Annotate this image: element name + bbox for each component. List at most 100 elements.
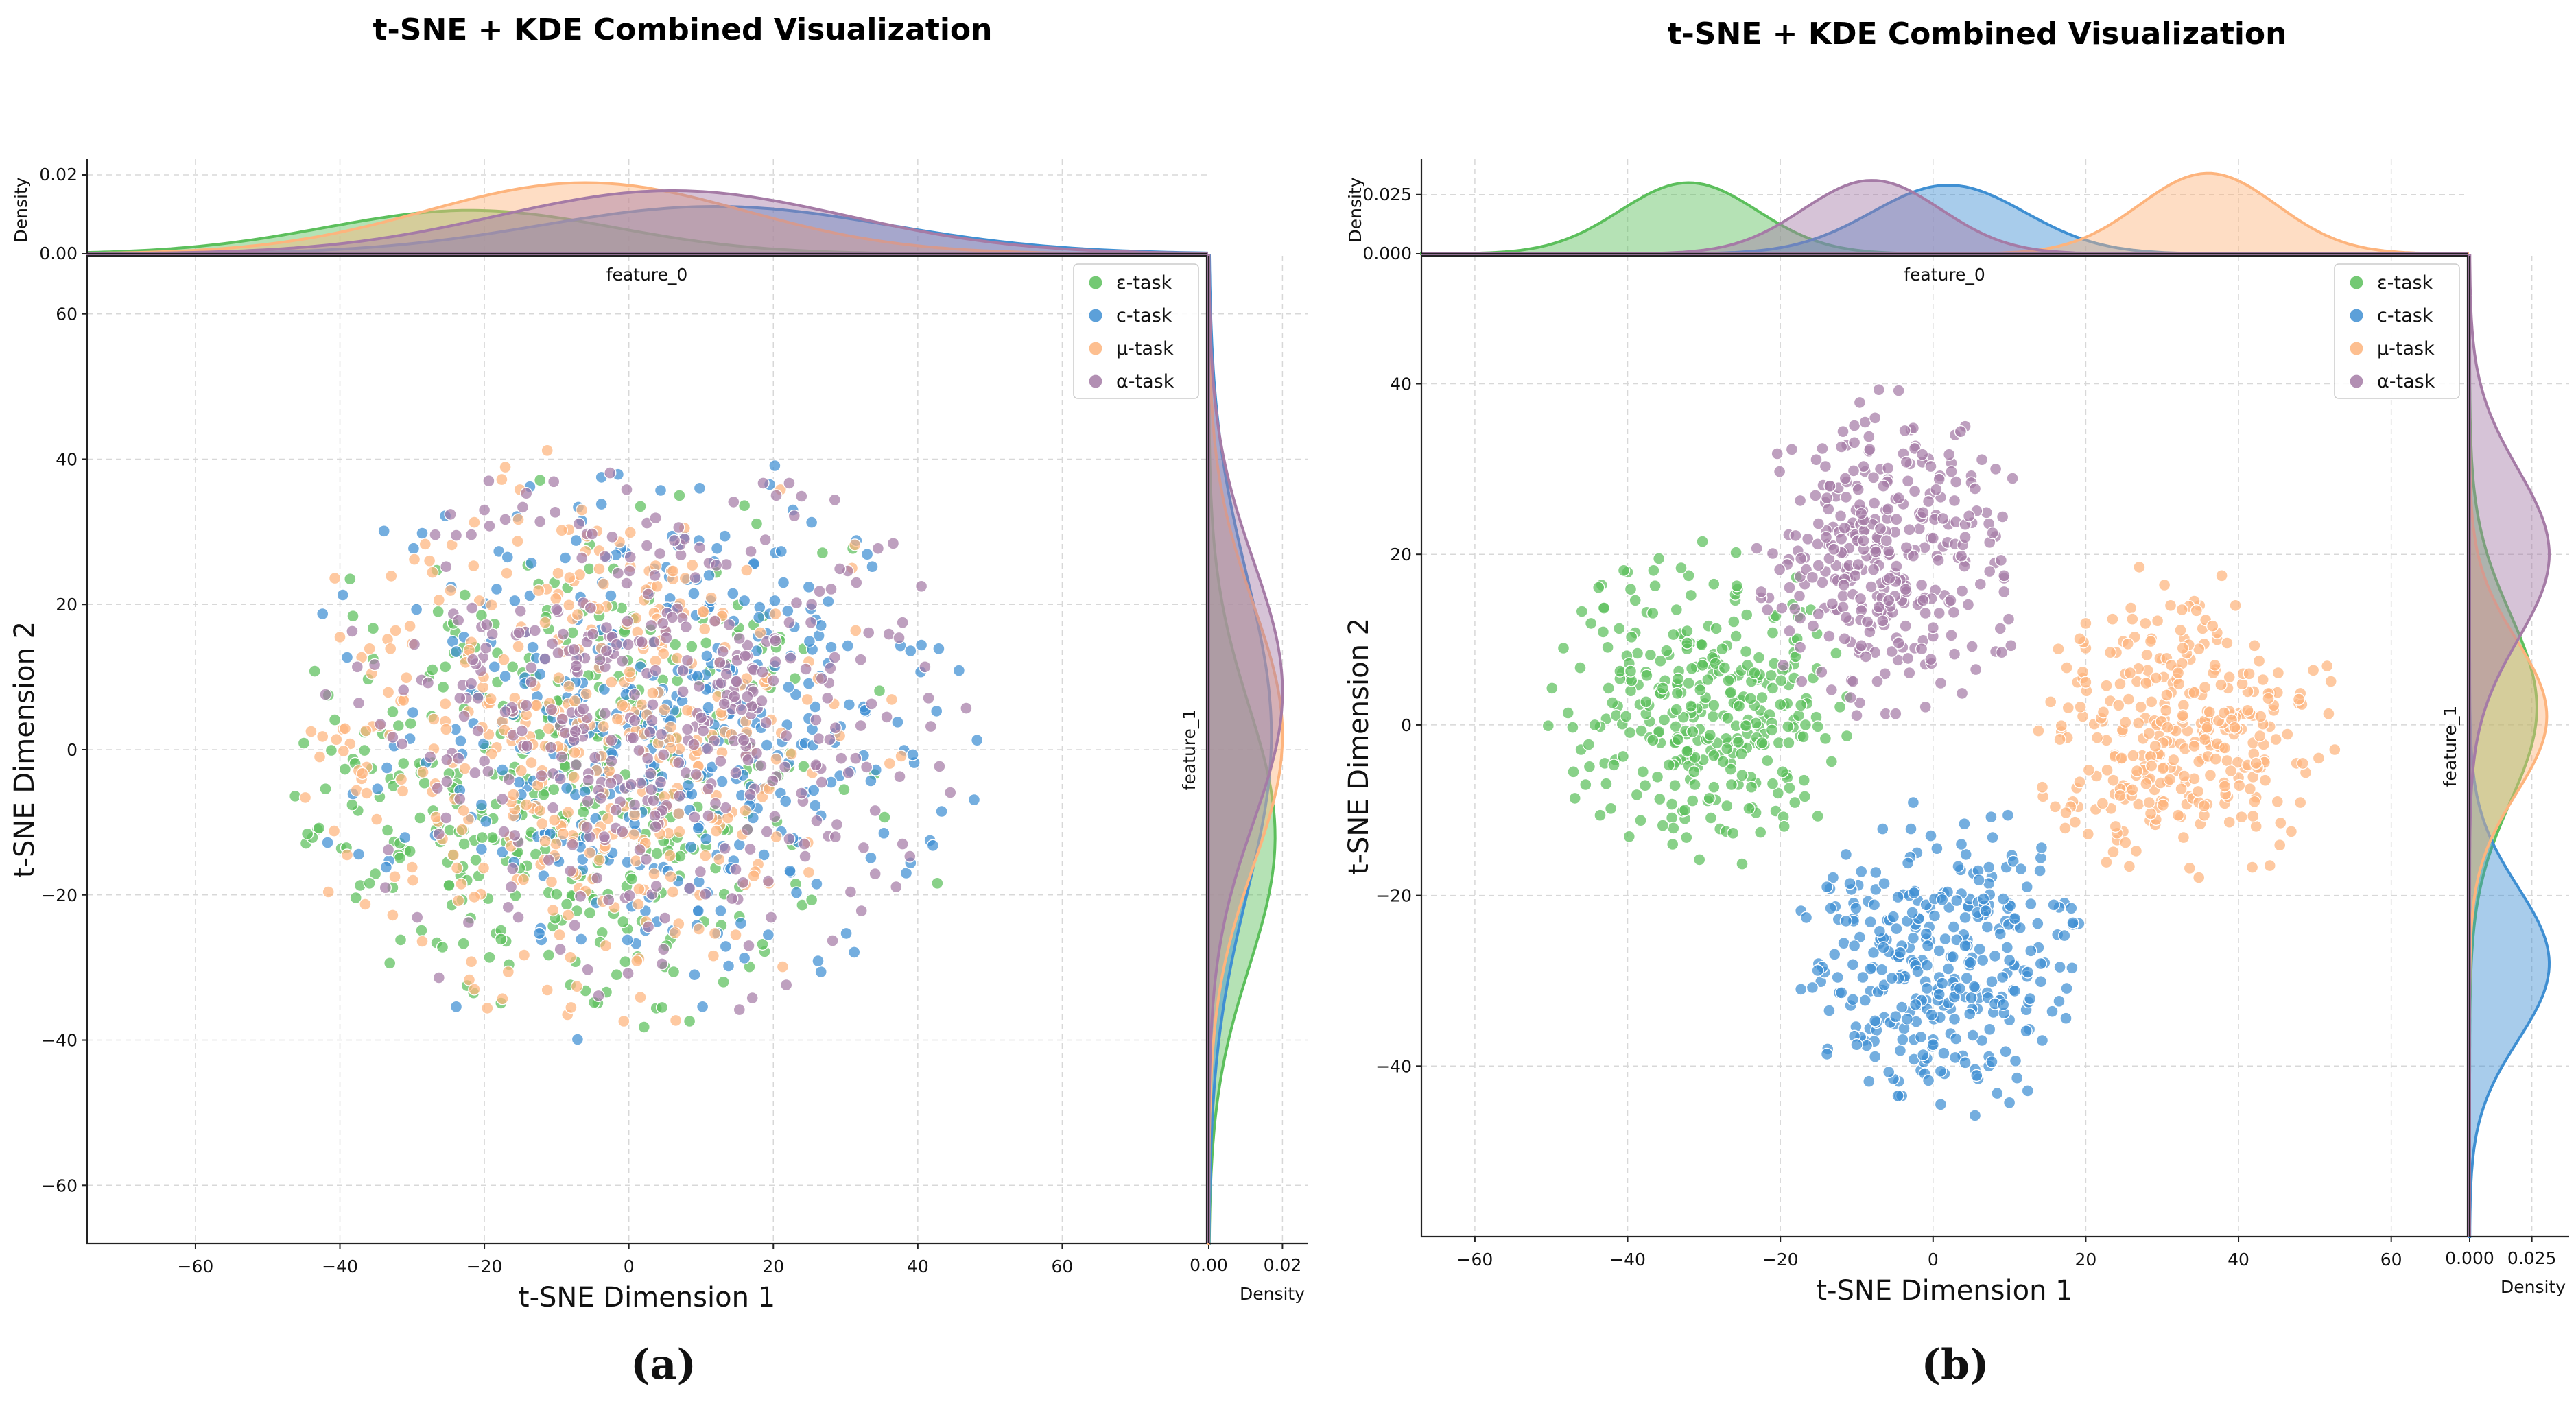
point-epsilon <box>458 588 471 601</box>
point-c <box>1907 886 1921 900</box>
point-alpha <box>1926 532 1940 545</box>
point-epsilon <box>1647 564 1660 577</box>
point-c <box>926 839 940 853</box>
point-c <box>2034 957 2048 970</box>
point-mu <box>517 949 531 962</box>
point-epsilon <box>1825 755 1839 768</box>
point-epsilon <box>368 867 382 881</box>
point-alpha <box>1863 443 1876 456</box>
point-mu <box>2177 831 2190 844</box>
point-alpha <box>449 529 463 542</box>
point-c <box>1996 970 2009 984</box>
point-alpha <box>701 742 714 756</box>
point-c <box>1906 796 1920 809</box>
point-c <box>1921 939 1935 953</box>
point-alpha <box>804 616 818 629</box>
point-c <box>2023 992 2037 1005</box>
point-alpha <box>795 787 808 800</box>
point-mu <box>481 1001 494 1015</box>
right-tick-label: 0.000 <box>2445 1248 2494 1268</box>
x-tick-label: −40 <box>1609 1250 1646 1270</box>
point-mu <box>450 861 464 874</box>
point-alpha <box>483 519 496 533</box>
point-mu <box>2172 678 2186 691</box>
point-alpha <box>635 636 648 649</box>
point-epsilon <box>1830 647 1843 660</box>
point-alpha <box>1812 608 1825 621</box>
point-mu <box>562 909 575 922</box>
point-alpha <box>1919 606 1932 620</box>
point-epsilon <box>1670 603 1683 617</box>
point-epsilon <box>414 811 427 824</box>
point-alpha <box>1839 472 1852 485</box>
point-c <box>1824 902 1837 915</box>
point-mu <box>2139 617 2152 630</box>
point-alpha <box>554 942 567 956</box>
point-alpha <box>648 636 661 649</box>
point-alpha <box>842 766 855 780</box>
point-mu <box>568 694 581 708</box>
point-epsilon <box>655 1001 669 1014</box>
point-alpha <box>725 892 739 905</box>
point-c <box>496 846 509 859</box>
point-mu <box>511 534 524 548</box>
panel-label: (b) <box>1922 1341 1989 1389</box>
point-epsilon <box>1688 778 1701 791</box>
point-mu <box>2059 822 2072 835</box>
point-mu <box>2100 855 2113 869</box>
point-mu <box>2130 764 2144 778</box>
point-mu <box>2320 659 2334 673</box>
point-alpha <box>750 747 764 760</box>
point-epsilon <box>1797 774 1810 787</box>
point-c <box>416 527 429 540</box>
point-epsilon <box>542 949 555 962</box>
point-c <box>2001 809 2015 822</box>
point-mu <box>539 835 552 848</box>
point-mu <box>634 990 647 1004</box>
point-epsilon <box>386 705 399 719</box>
point-c <box>1976 953 1989 967</box>
point-alpha <box>1901 652 1915 665</box>
point-alpha <box>1945 629 1958 642</box>
point-alpha <box>896 616 909 629</box>
point-c <box>1885 971 1898 985</box>
point-mu <box>616 699 629 712</box>
point-alpha <box>713 656 726 669</box>
point-mu <box>2249 756 2262 770</box>
point-c <box>508 594 521 608</box>
point-mu <box>2228 721 2241 734</box>
point-c <box>1934 1098 1948 1111</box>
point-c <box>1837 936 1850 950</box>
point-c <box>475 842 488 856</box>
point-alpha <box>641 920 655 933</box>
point-c <box>377 525 390 538</box>
point-epsilon <box>1708 749 1721 762</box>
point-mu <box>698 623 711 636</box>
point-epsilon <box>1732 735 1745 749</box>
point-alpha <box>681 723 694 736</box>
point-alpha <box>1825 683 1839 697</box>
point-mu <box>2123 860 2136 873</box>
point-alpha <box>604 466 617 479</box>
point-mu <box>2271 666 2285 680</box>
point-alpha <box>1771 447 1784 460</box>
point-mu <box>384 642 397 655</box>
point-mu <box>298 791 312 805</box>
point-mu <box>305 725 318 738</box>
point-alpha <box>432 971 445 984</box>
point-mu <box>597 577 610 591</box>
point-alpha <box>1915 448 1929 461</box>
panel-label: (a) <box>630 1341 696 1389</box>
legend-label-mu: μ-task <box>2377 338 2435 359</box>
point-alpha <box>1878 667 1891 680</box>
point-c <box>1986 831 1999 844</box>
point-mu <box>553 928 566 942</box>
point-epsilon <box>1732 700 1746 713</box>
point-c <box>352 848 366 861</box>
point-epsilon <box>1721 799 1734 813</box>
point-c <box>847 946 861 959</box>
point-mu <box>2253 729 2267 743</box>
point-c <box>891 715 904 729</box>
point-mu <box>2167 753 2180 767</box>
point-epsilon <box>1670 703 1683 716</box>
